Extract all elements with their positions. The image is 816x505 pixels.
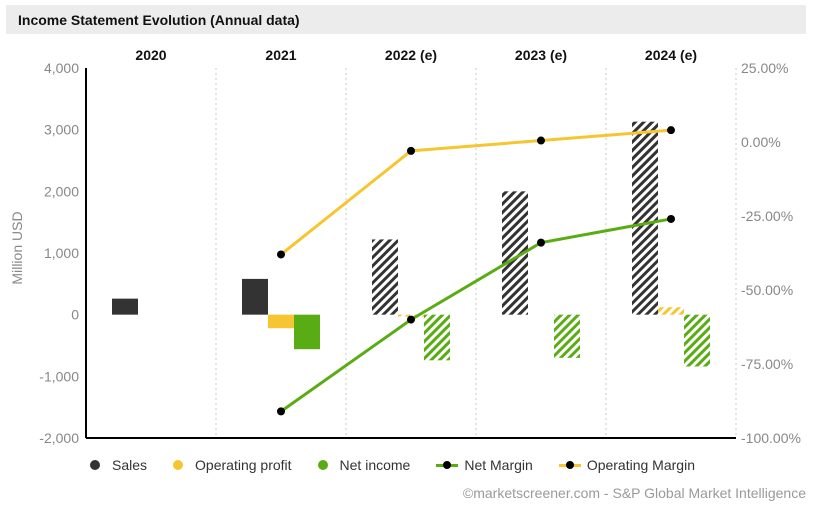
category-label: 2021 xyxy=(265,47,296,63)
point-net-margin xyxy=(537,238,545,247)
chart-title: Income Statement Evolution (Annual data) xyxy=(18,12,300,28)
y-tick-label: 1,000 xyxy=(44,245,79,261)
y-tick-label: 3,000 xyxy=(44,122,79,138)
line-net-margin xyxy=(280,217,672,413)
y-tick-label: 4,000 xyxy=(44,60,79,76)
y2-tick-label: -25.00% xyxy=(741,208,793,224)
title-bar: Income Statement Evolution (Annual data) xyxy=(6,5,806,34)
point-net-margin xyxy=(667,214,675,223)
category-label: 2022 (e) xyxy=(385,47,437,63)
legend-label: Net Margin xyxy=(464,457,533,473)
chart-legend: Sales Operating profit Net income Net Margi… xyxy=(90,455,721,475)
point-net-margin xyxy=(407,315,415,324)
point-operating-margin xyxy=(407,146,415,155)
legend-swatch xyxy=(90,460,100,470)
legend-label: Operating Margin xyxy=(586,457,695,473)
legend-item[interactable]: Operating profit xyxy=(173,457,292,473)
legend-swatch xyxy=(317,460,328,470)
point-net-margin xyxy=(277,407,285,416)
y2-tick-label: 0.00% xyxy=(741,134,781,150)
category-label: 2020 xyxy=(135,47,166,63)
bar-net-income xyxy=(684,314,710,367)
credit-text: ©marketscreener.com - S&P Global Market … xyxy=(462,485,806,501)
bar-sales xyxy=(112,298,138,315)
legend-item[interactable]: Operating Margin xyxy=(558,457,695,473)
legend-item[interactable]: Net Margin xyxy=(436,457,533,473)
y-axis-label: Million USD xyxy=(9,211,25,284)
y-tick-label: 2,000 xyxy=(44,183,79,199)
legend-item[interactable]: Sales xyxy=(90,457,147,473)
point-operating-margin xyxy=(277,250,285,259)
bar-sales xyxy=(242,278,268,315)
bar-net-income xyxy=(424,314,450,361)
legend-swatch xyxy=(436,460,459,470)
y-tick-label: -1,000 xyxy=(39,368,79,384)
point-operating-margin xyxy=(667,126,675,135)
bar-sales xyxy=(632,121,658,315)
y-tick-label: -2,000 xyxy=(39,430,79,446)
legend-swatch xyxy=(558,460,581,470)
bar-sales xyxy=(372,239,398,315)
y2-tick-label: -100.00% xyxy=(741,430,801,446)
y2-tick-label: -50.00% xyxy=(741,282,793,298)
legend-label: Sales xyxy=(112,457,148,473)
y2-tick-label: 25.00% xyxy=(741,60,788,76)
legend-item[interactable]: Net income xyxy=(317,457,411,473)
bar-operating-profit xyxy=(268,314,294,329)
legend-label: Net income xyxy=(339,457,411,473)
bar-net-income xyxy=(294,314,320,350)
bar-operating-profit xyxy=(658,307,684,315)
y2-tick-label: -75.00% xyxy=(741,356,793,372)
legend-label: Operating profit xyxy=(195,457,292,473)
y-tick-label: 0 xyxy=(71,307,79,323)
line-operating-margin xyxy=(280,128,672,256)
category-label: 2023 (e) xyxy=(515,47,567,63)
bar-net-income xyxy=(554,314,580,358)
legend-swatch xyxy=(173,460,184,470)
point-operating-margin xyxy=(537,136,545,145)
category-label: 2024 (e) xyxy=(645,47,697,63)
bar-operating-profit xyxy=(398,314,424,317)
